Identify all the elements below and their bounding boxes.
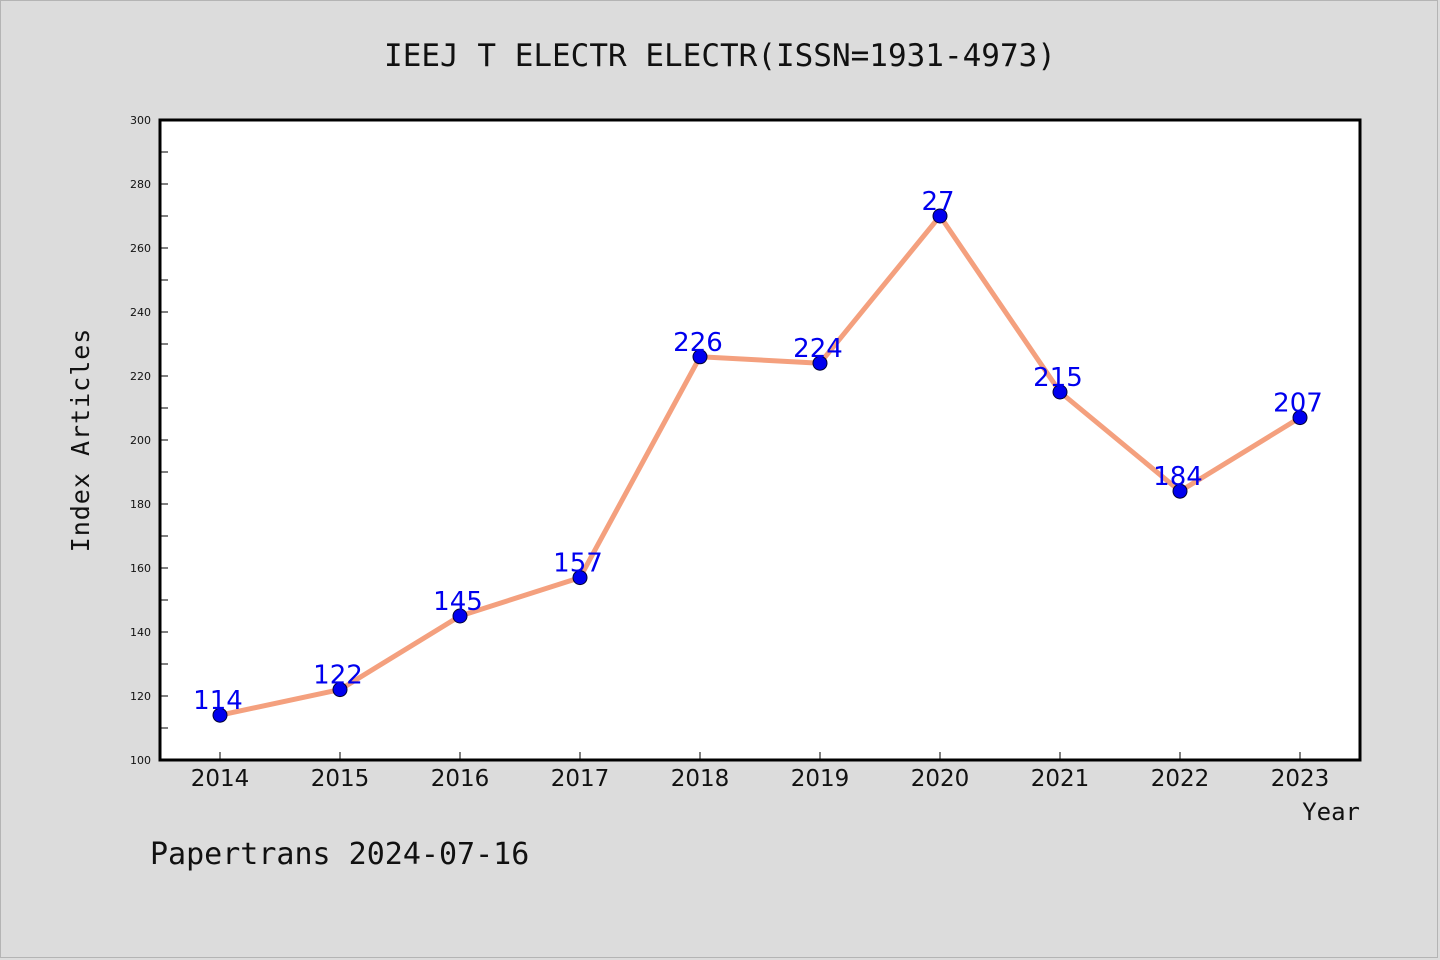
x-axis-label: Year xyxy=(1302,798,1360,826)
y-tick-label: 260 xyxy=(130,242,151,255)
chart-title: IEEJ T ELECTR ELECTR(ISSN=1931-4973) xyxy=(384,38,1056,74)
x-tick-label: 2021 xyxy=(1031,766,1090,792)
y-tick-label: 240 xyxy=(130,306,151,319)
plot-area xyxy=(160,120,1360,760)
y-tick-label: 220 xyxy=(130,370,151,383)
y-tick-label: 200 xyxy=(130,434,151,447)
data-point xyxy=(212,707,228,723)
y-tick-label: 280 xyxy=(130,178,151,191)
x-tick-label: 2018 xyxy=(671,766,730,792)
x-tick-label: 2022 xyxy=(1151,766,1210,792)
y-tick-label: 160 xyxy=(130,562,151,575)
y-axis-label: Index Articles xyxy=(66,328,95,553)
y-tick-label: 100 xyxy=(130,754,151,767)
data-label: 27 xyxy=(921,187,954,217)
x-tick-label: 2016 xyxy=(431,766,490,792)
data-label: 145 xyxy=(433,587,483,617)
y-tick-label: 180 xyxy=(130,498,151,511)
y-tick-label: 120 xyxy=(130,690,151,703)
data-point xyxy=(332,682,348,698)
x-tick-label: 2019 xyxy=(791,766,850,792)
x-tick-label: 2023 xyxy=(1271,766,1330,792)
data-point xyxy=(572,570,588,586)
data-label: 226 xyxy=(673,328,723,358)
data-point xyxy=(932,208,948,224)
data-point xyxy=(1292,410,1308,426)
x-axis-ticks: 2014 2015 2016 2017 2018 2019 2020 2021 2022 2023 xyxy=(191,752,1330,792)
data-point xyxy=(452,608,468,624)
data-point xyxy=(1172,483,1188,499)
data-point xyxy=(812,355,828,371)
data-point xyxy=(1052,384,1068,400)
data-label: 114 xyxy=(193,686,243,716)
data-points xyxy=(212,208,1308,723)
footer-text: Papertrans 2024-07-16 xyxy=(150,837,529,872)
data-label: 215 xyxy=(1033,363,1083,393)
y-tick-label: 300 xyxy=(130,114,151,127)
data-labels: 114 122 145 157 226 224 27 215 184 207 xyxy=(193,187,1323,716)
x-tick-label: 2017 xyxy=(551,766,610,792)
data-point xyxy=(692,349,708,365)
x-tick-label: 2014 xyxy=(191,766,250,792)
data-label: 224 xyxy=(793,334,843,364)
x-tick-label: 2015 xyxy=(311,766,370,792)
data-label: 184 xyxy=(1153,462,1203,492)
plot-border xyxy=(158,118,1362,762)
data-label: 157 xyxy=(553,549,603,579)
series-line xyxy=(217,213,1303,718)
data-label: 122 xyxy=(313,661,363,691)
y-tick-label: 140 xyxy=(130,626,151,639)
data-label: 207 xyxy=(1273,389,1323,419)
x-tick-label: 2020 xyxy=(911,766,970,792)
